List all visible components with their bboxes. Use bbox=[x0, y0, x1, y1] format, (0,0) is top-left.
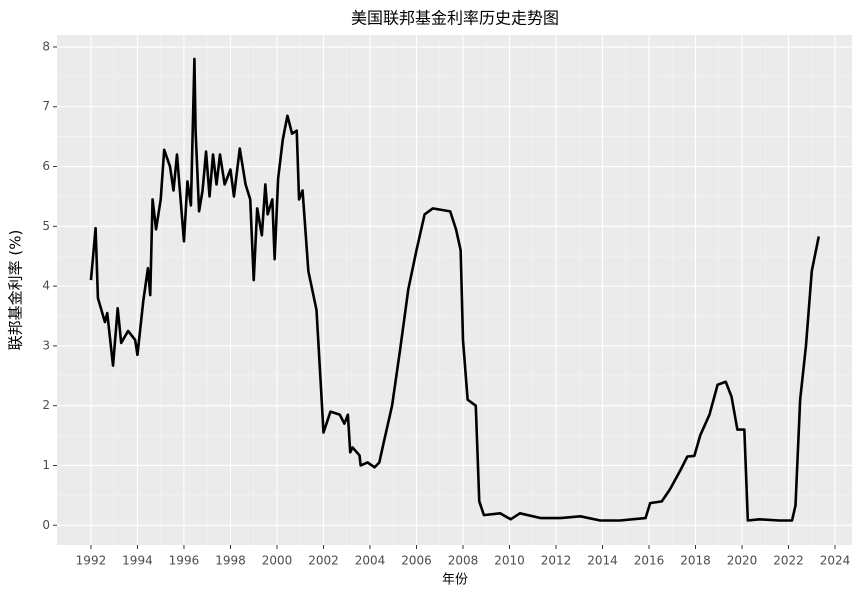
y-tick-label: 7 bbox=[42, 99, 50, 113]
x-tick-label: 2006 bbox=[401, 554, 432, 568]
y-tick-label: 2 bbox=[42, 398, 50, 412]
y-axis-label: 联邦基金利率 (%) bbox=[7, 230, 25, 351]
x-tick-label: 2018 bbox=[680, 554, 711, 568]
x-axis-label: 年份 bbox=[442, 573, 468, 588]
x-tick-label: 1994 bbox=[122, 554, 153, 568]
x-tick-label: 1992 bbox=[76, 554, 107, 568]
x-tick-label: 2004 bbox=[355, 554, 386, 568]
x-tick-label: 2022 bbox=[773, 554, 804, 568]
y-tick-label: 1 bbox=[42, 458, 50, 472]
x-tick-label: 2010 bbox=[494, 554, 525, 568]
x-tick-label: 2020 bbox=[727, 554, 758, 568]
y-tick-label: 5 bbox=[42, 219, 50, 233]
line-series bbox=[89, 57, 821, 522]
x-tick-label: 2012 bbox=[541, 554, 572, 568]
y-tick-label: 8 bbox=[42, 39, 50, 53]
y-tick-label: 0 bbox=[42, 518, 50, 532]
x-tick-label: 2016 bbox=[634, 554, 665, 568]
x-tick-label: 2000 bbox=[262, 554, 293, 568]
x-tick-label: 1998 bbox=[215, 554, 246, 568]
y-tick-label: 6 bbox=[42, 159, 50, 173]
x-tick-label: 2024 bbox=[820, 554, 851, 568]
chart-title: 美国联邦基金利率历史走势图 bbox=[351, 9, 559, 28]
x-tick-label: 1996 bbox=[169, 554, 200, 568]
plot-panel bbox=[57, 35, 852, 545]
x-tick-label: 2014 bbox=[587, 554, 618, 568]
y-tick-label: 4 bbox=[42, 279, 50, 293]
x-tick-label: 2008 bbox=[448, 554, 479, 568]
x-tick-label: 2002 bbox=[308, 554, 339, 568]
y-tick-label: 3 bbox=[42, 338, 50, 352]
